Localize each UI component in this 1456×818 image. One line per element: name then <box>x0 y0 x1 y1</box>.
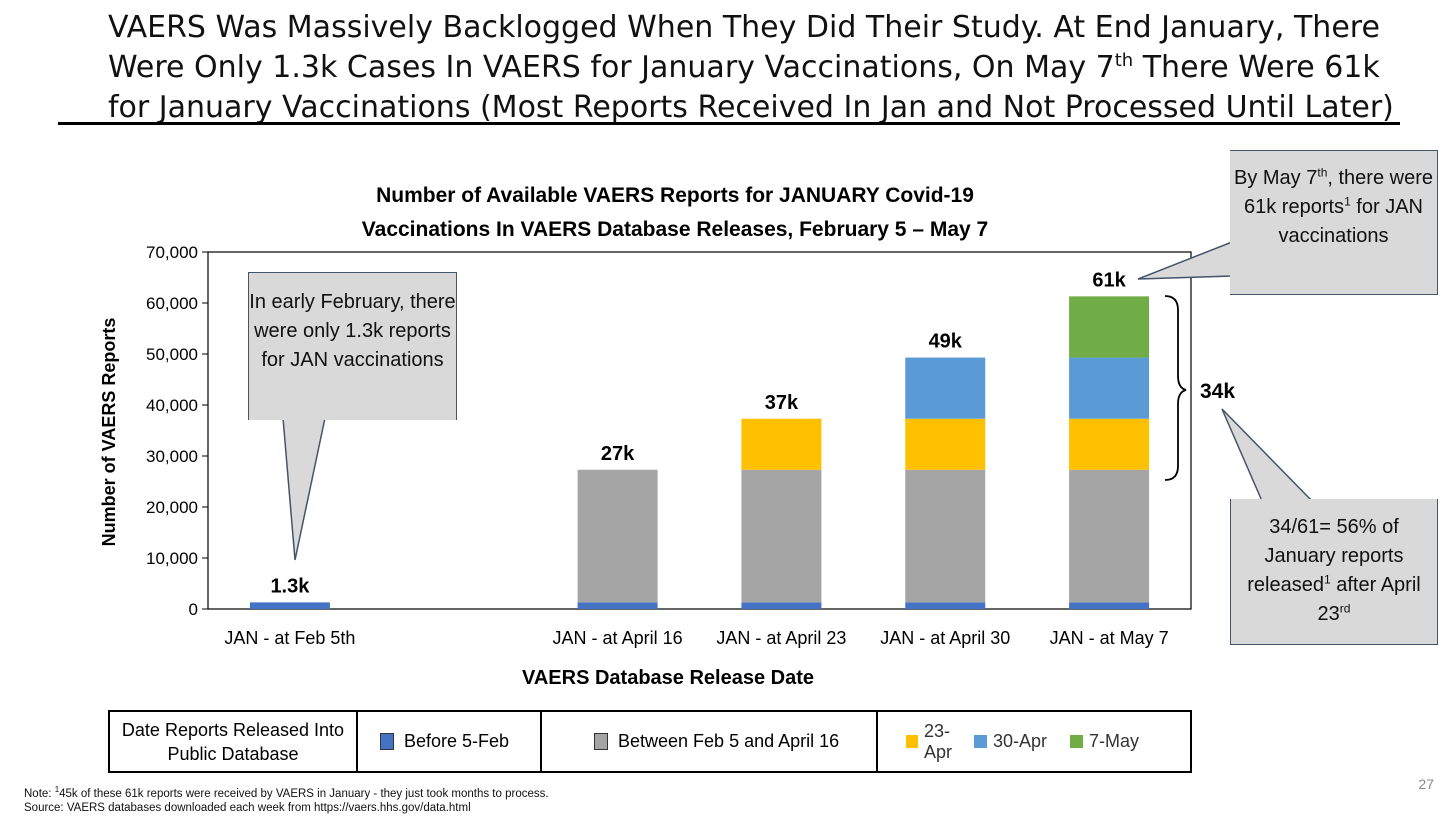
y-tick-label: 20,000 <box>146 498 198 517</box>
legend-label-before-5-feb: Before 5-Feb <box>404 731 510 751</box>
legend-swatch-between-feb5-apr16 <box>594 733 608 750</box>
y-tick-label: 40,000 <box>146 396 198 415</box>
x-tick-label: JAN - at Feb 5th <box>224 628 355 648</box>
y-tick-label: 10,000 <box>146 549 198 568</box>
x-tick-label: JAN - at April 30 <box>880 628 1010 648</box>
callout-pct-sup2: rd <box>1339 601 1351 616</box>
footnote-prefix: Note: <box>24 787 55 800</box>
x-axis-title: VAERS Database Release Date <box>522 667 814 689</box>
title-underline <box>58 122 1400 125</box>
callout-early-february: In early February, there were only 1.3k … <box>248 272 457 420</box>
source-note: Source: VAERS databases downloaded each … <box>24 802 471 814</box>
plot-area <box>207 251 1192 610</box>
bar-segment-23-apr <box>1069 418 1150 470</box>
callout-pct-sup1: 1 <box>1323 572 1331 587</box>
bar-segment-30-apr <box>1069 357 1150 419</box>
chart-title-line-2: Vaccinations In VAERS Database Releases,… <box>362 218 988 241</box>
legend-label-between-feb5-apr16: Between Feb 5 and April 16 <box>618 731 840 751</box>
footnote: Note: 145k of these 61k reports were rec… <box>24 785 549 800</box>
bar-segment-before-5-feb <box>249 602 330 609</box>
bar-segment-between-feb-5-and-april-16 <box>905 469 986 603</box>
slide-title-part-b: There Were 61k for January Vaccinations … <box>108 50 1394 125</box>
bar-segment-23-apr <box>905 418 986 470</box>
slide-title-part-a: VAERS Was Massively Backlogged When They… <box>108 10 1380 85</box>
legend-label-23-apr: 23-Apr <box>924 720 953 762</box>
callout-may7-pointer <box>1137 240 1233 280</box>
callout-may7: By May 7th, there were 61k reports1 for … <box>1230 150 1438 295</box>
stacked-bar-chart: Number of Available VAERS Reports for JA… <box>99 184 1314 689</box>
data-label: 27k <box>601 443 635 465</box>
legend-swatch-23-apr <box>906 735 919 748</box>
legend-label-7-may: 7-May <box>1089 731 1140 751</box>
callout-may7-sup2: 1 <box>1344 194 1351 209</box>
y-tick-label: 60,000 <box>146 294 198 313</box>
legend-item-7-may: 7-May <box>1070 712 1160 771</box>
bar-segment-before-5-feb <box>741 602 822 609</box>
data-label: 1.3k <box>270 575 310 597</box>
x-tick-label: JAN - at May 7 <box>1050 628 1169 648</box>
x-tick-label: JAN - at April 23 <box>716 628 846 648</box>
data-label: 37k <box>765 392 799 414</box>
bracket <box>1164 295 1187 481</box>
chart-title-line-1: Number of Available VAERS Reports for JA… <box>376 184 974 207</box>
callout-pct-pointer <box>1221 408 1314 502</box>
bracket-label: 34k <box>1200 380 1235 403</box>
callout-may7-sup1: th <box>1317 165 1328 180</box>
bar-segment-between-feb-5-and-april-16 <box>741 469 822 603</box>
callout-pct-a: 34/61= 56% of January reports released <box>1247 516 1404 596</box>
legend-heading: Date Reports Released Into Public Databa… <box>110 712 358 771</box>
y-tick-label: 70,000 <box>146 243 198 262</box>
legend-swatch-7-may <box>1070 735 1083 748</box>
legend-item-between-feb5-apr16: Between Feb 5 and April 16 <box>542 712 878 771</box>
callout-pct-b: after April 23 <box>1317 574 1421 625</box>
x-axis-labels: JAN - at Feb 5th JAN - at April 16 JAN - a… <box>224 628 1168 648</box>
bar-segment-between-feb-5-and-april-16 <box>1069 469 1150 603</box>
bar-segment-23-apr <box>741 418 822 470</box>
y-axis-title: Number of VAERS Reports <box>99 318 119 547</box>
data-label: 61k <box>1092 269 1126 291</box>
bar-segment-before-5-feb <box>905 602 986 609</box>
callout-early-feb-pointer <box>282 417 326 561</box>
callout-early-february-text: In early February, there were only 1.3k … <box>249 291 456 371</box>
legend-swatch-before-5-feb <box>380 733 394 750</box>
bar-segment-between-feb-5-and-april-16 <box>577 469 658 603</box>
y-axis-ticks: 0 10,000 20,000 30,000 40,000 50,000 60,000 70,… <box>146 243 208 619</box>
y-tick-label: 30,000 <box>146 447 198 466</box>
legend-label-30-apr: 30-Apr <box>993 731 1048 751</box>
footnote-sup: 1 <box>54 785 60 794</box>
footnote-text: 45k of these 61k reports were received b… <box>59 787 549 800</box>
legend-item-30-apr: 30-Apr <box>974 712 1070 771</box>
bars <box>249 296 1150 609</box>
x-tick-label: JAN - at April 16 <box>553 628 683 648</box>
legend-item-before-5-feb: Before 5-Feb <box>358 712 542 771</box>
page-number: 27 <box>1418 776 1434 792</box>
legend: Date Reports Released Into Public Databa… <box>108 710 1192 773</box>
bar-segment-30-apr <box>905 357 986 419</box>
data-label: 49k <box>929 331 963 353</box>
slide-title: VAERS Was Massively Backlogged When They… <box>108 8 1428 128</box>
callout-may7-b: , there were 61k reports <box>1244 167 1433 218</box>
slide-title-sup: th <box>1114 50 1134 71</box>
bar-segment-before-5-feb <box>1069 602 1150 609</box>
legend-swatch-30-apr <box>974 735 987 748</box>
callout-may7-a: By May 7 <box>1234 167 1318 189</box>
bar-segment-7-may <box>1069 296 1150 358</box>
callout-may7-c: for JAN vaccinations <box>1278 196 1423 247</box>
callout-percentage: 34/61= 56% of January reports released1 … <box>1230 499 1438 645</box>
y-tick-label: 50,000 <box>146 345 198 364</box>
data-labels: 1.3k 27k 37k 49k 61k <box>270 269 1126 597</box>
y-tick-label: 0 <box>189 600 198 619</box>
bar-segment-before-5-feb <box>577 602 658 609</box>
legend-item-23-apr: 23-Apr <box>878 712 974 771</box>
